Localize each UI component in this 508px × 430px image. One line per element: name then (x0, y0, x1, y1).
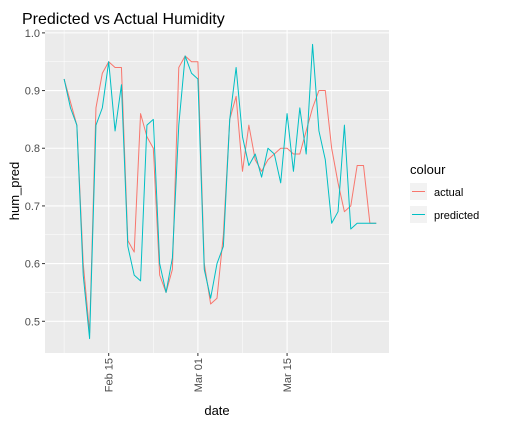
x-tick-label: Feb 15 (104, 358, 116, 392)
series-line-actual (63, 55, 377, 334)
legend-label-actual: actual (434, 187, 463, 199)
x-tick-label: Mar 15 (282, 358, 294, 392)
legend-label-predicted: predicted (434, 210, 479, 222)
x-axis-label: date (204, 403, 229, 418)
series-line-predicted (63, 43, 377, 340)
legend-title: colour (410, 162, 446, 177)
y-tick-label: 0.5 (25, 316, 40, 328)
y-tick-label: 1.0 (25, 28, 40, 40)
chart-title: Predicted vs Actual Humidity (22, 11, 225, 28)
grid-minor (45, 30, 389, 353)
y-tick-label: 0.6 (25, 259, 40, 271)
y-tick-label: 0.7 (25, 201, 40, 213)
y-axis: 0.5 0.6 0.7 0.8 0.9 1.0 (25, 28, 45, 328)
legend-items: actual predicted (410, 183, 479, 223)
series-lines (63, 43, 377, 340)
y-axis-label: hum_pred (7, 162, 22, 221)
y-tick-label: 0.9 (25, 86, 40, 98)
x-tick-label: Mar 01 (193, 358, 205, 392)
plot-panel (45, 30, 389, 353)
y-tick-label: 0.8 (25, 143, 40, 155)
legend: colour actual predicted (410, 162, 479, 223)
x-axis: Feb 15 Mar 01 Mar 15 (104, 353, 294, 392)
